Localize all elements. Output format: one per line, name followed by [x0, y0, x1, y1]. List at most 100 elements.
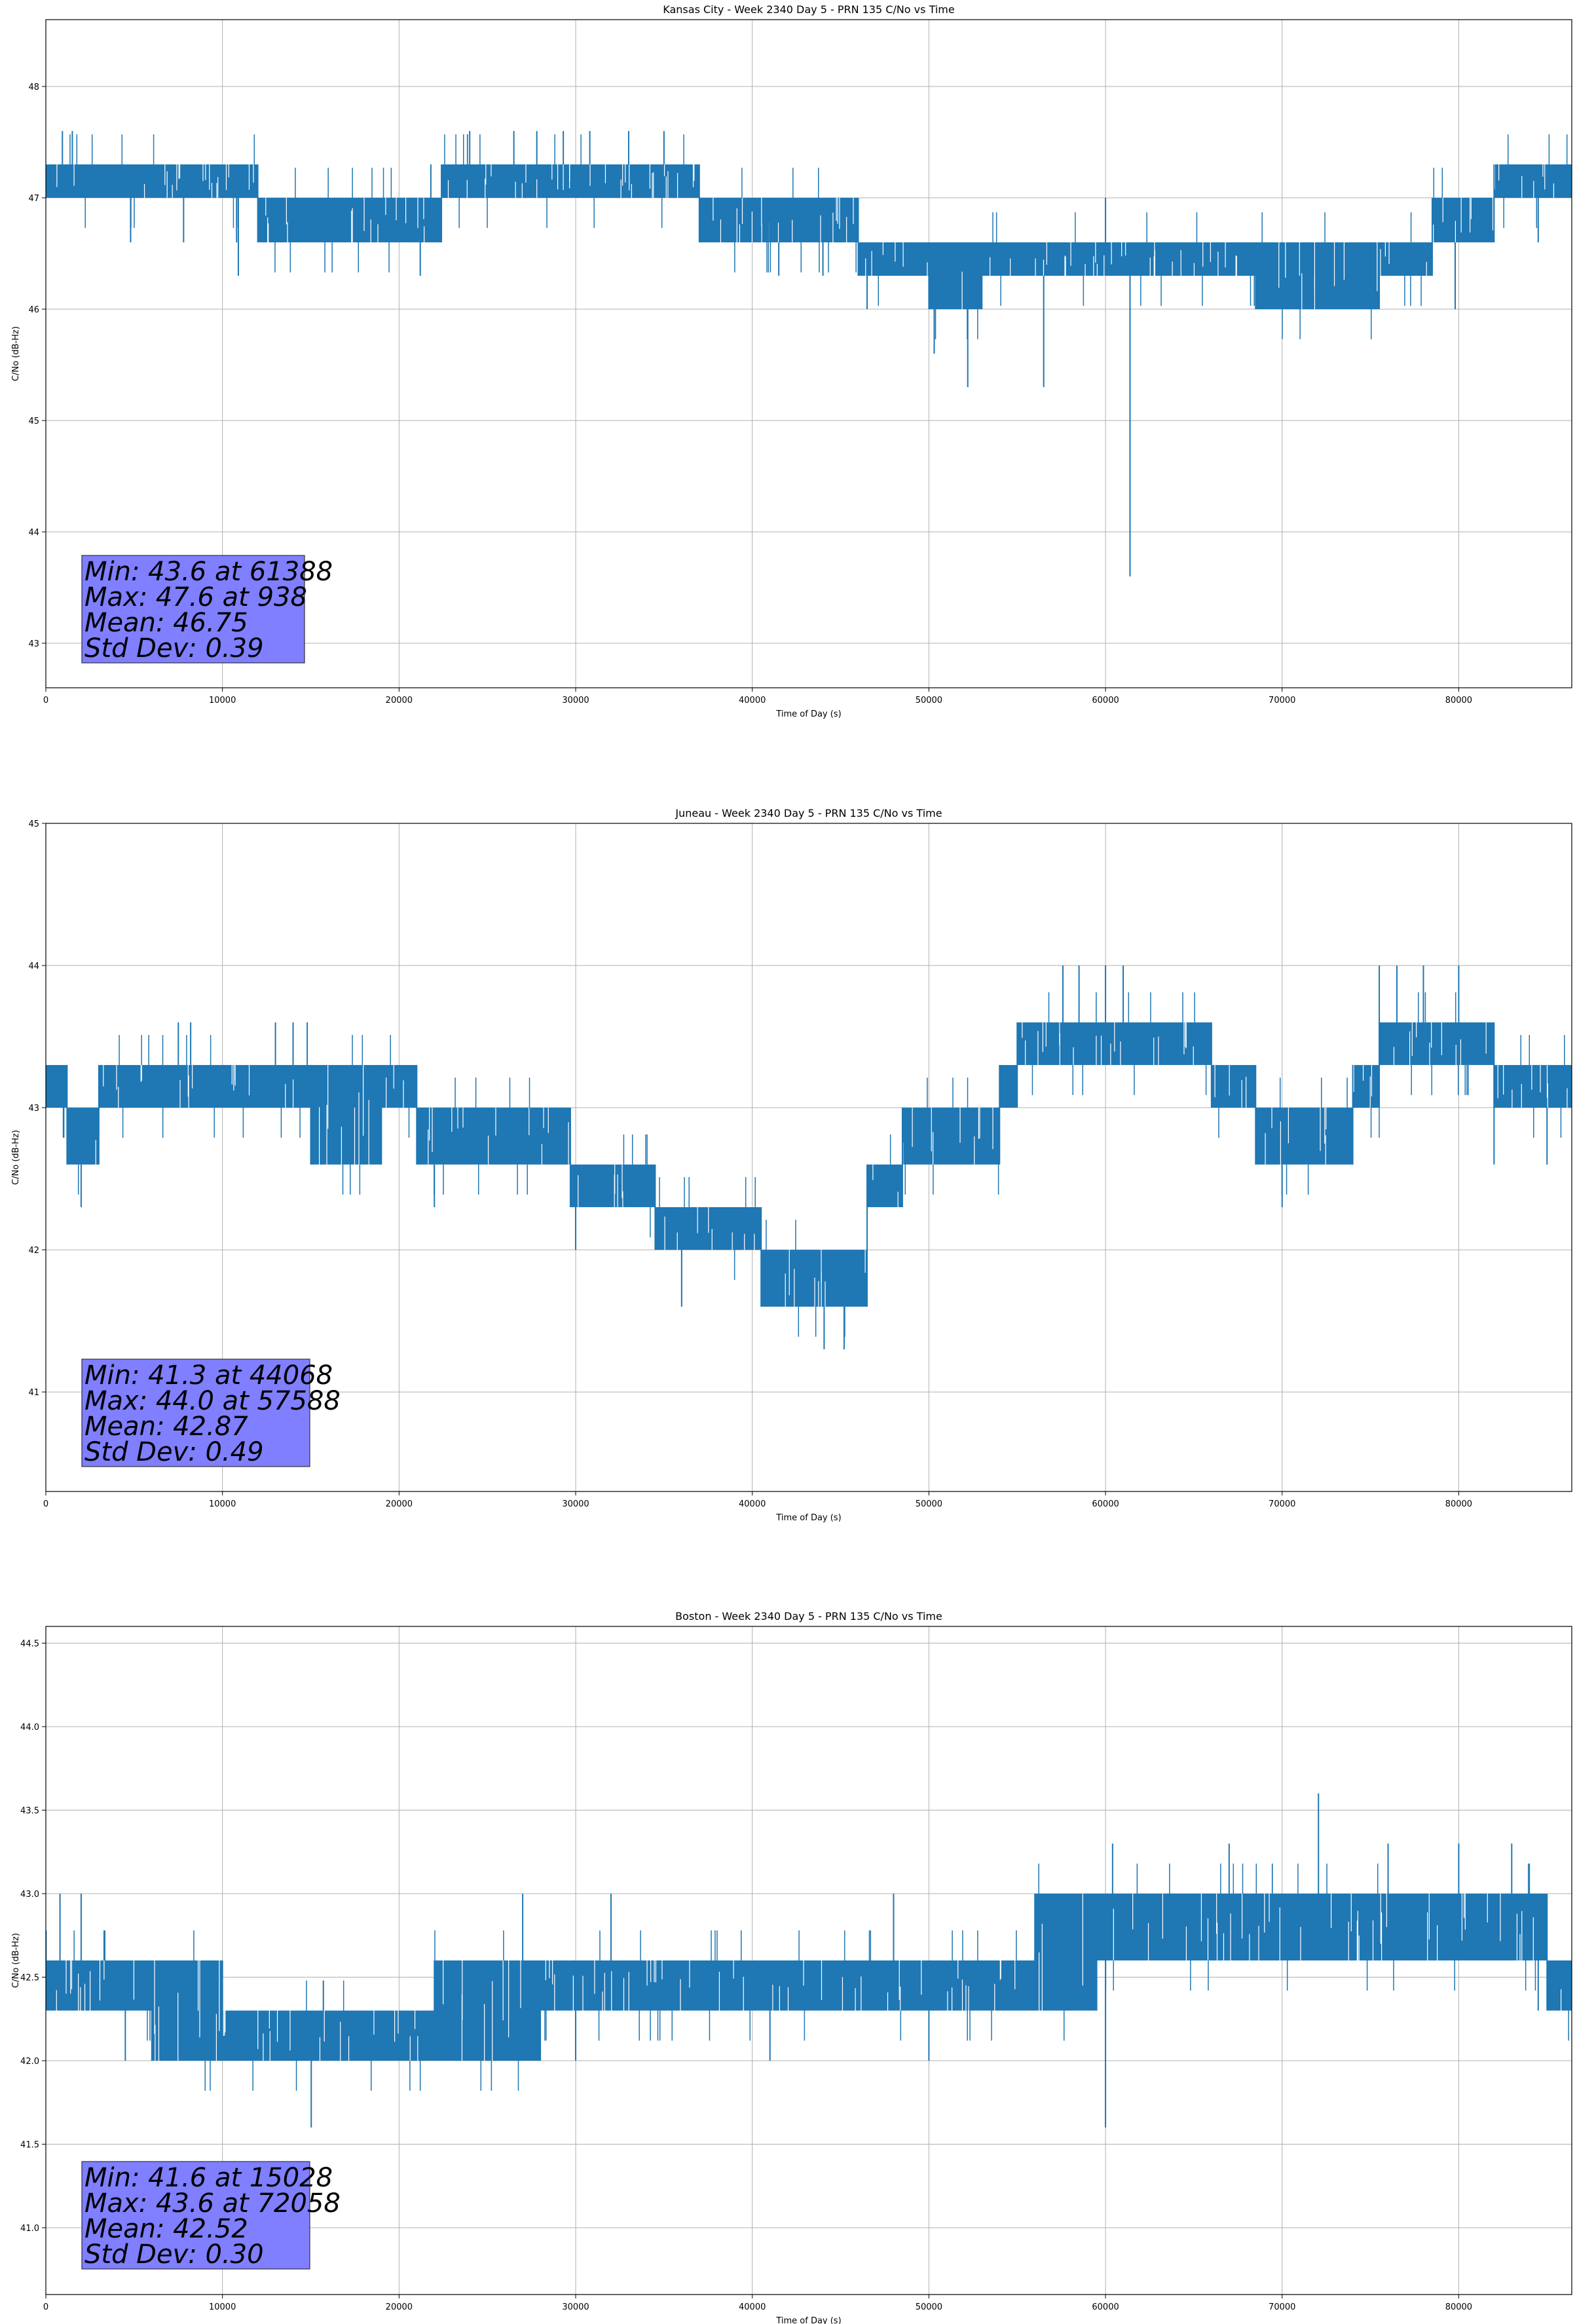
y-tick-label: 43.5 [20, 1807, 39, 1816]
x-tick-label: 30000 [562, 696, 589, 705]
chart-panel-3: Boston - Week 2340 Day 5 - PRN 135 C/No … [11, 1610, 1572, 2324]
x-tick-label: 0 [43, 1499, 48, 1509]
x-tick-label: 70000 [1269, 2302, 1295, 2312]
x-tick-label: 70000 [1269, 1499, 1295, 1509]
stats-text: Max: 43.6 at 72058 [84, 2188, 341, 2219]
x-tick-label: 20000 [386, 696, 413, 705]
signal-band [929, 242, 982, 309]
y-tick-label: 44.0 [20, 1723, 39, 1733]
signal-band [417, 1108, 570, 1165]
y-tick-label: 43.0 [20, 1890, 39, 1900]
signal-band [770, 198, 859, 242]
y-tick-label: 45 [28, 819, 39, 829]
chart-panel-2: Juneau - Week 2340 Day 5 - PRN 135 C/No … [11, 807, 1572, 1523]
y-tick-label: 44 [28, 962, 39, 971]
chart-panel-1: Kansas City - Week 2340 Day 5 - PRN 135 … [11, 3, 1572, 719]
y-axis-label: C/No (dB-Hz) [11, 1933, 21, 1988]
x-tick-label: 70000 [1269, 696, 1295, 705]
signal-band [858, 242, 929, 276]
stats-text: Std Dev: 0.39 [84, 633, 264, 664]
stats-text: Std Dev: 0.49 [84, 1437, 264, 1467]
stats-text: Max: 47.6 at 938 [84, 582, 307, 612]
x-tick-label: 60000 [1092, 1499, 1119, 1509]
signal-band [1255, 242, 1380, 309]
signal-band [441, 164, 699, 198]
signal-band [381, 1064, 417, 1108]
stats-text: Min: 41.3 at 44068 [84, 1360, 333, 1391]
x-tick-label: 40000 [739, 1499, 766, 1509]
stats-box [81, 1359, 310, 1467]
stats-text: Mean: 42.52 [84, 2214, 248, 2244]
axes-frame [45, 1626, 1572, 2295]
x-tick-label: 40000 [739, 696, 766, 705]
signal-band [1494, 164, 1572, 198]
y-tick-label: 47 [28, 194, 39, 204]
y-tick-label: 41.0 [20, 2224, 39, 2234]
stats-text: Mean: 46.75 [84, 608, 248, 638]
signal-band [1317, 1894, 1477, 1960]
axes-frame [45, 823, 1572, 1492]
signal-band [46, 164, 258, 198]
signal-band [98, 1064, 311, 1108]
x-tick-label: 30000 [562, 1499, 589, 1509]
x-tick-label: 40000 [739, 2302, 766, 2312]
signal-band [1211, 1064, 1256, 1108]
y-tick-label: 44 [28, 528, 39, 538]
x-tick-label: 0 [43, 2302, 48, 2312]
x-axis-label: Time of Day (s) [775, 709, 841, 719]
chart-title: Juneau - Week 2340 Day 5 - PRN 135 C/No … [675, 807, 942, 819]
stats-text: Min: 43.6 at 61388 [84, 557, 333, 587]
y-tick-label: 43 [28, 1104, 39, 1114]
y-tick-label: 48 [28, 83, 39, 92]
signal-band [902, 1108, 1000, 1165]
signal-band [999, 1064, 1018, 1108]
x-tick-label: 60000 [1092, 2302, 1119, 2312]
signal-band [257, 198, 442, 242]
x-axis-label: Time of Day (s) [775, 1513, 841, 1523]
signal-band [151, 1960, 223, 2061]
signal-band [1096, 1894, 1212, 1960]
y-tick-label: 43 [28, 639, 39, 649]
x-tick-label: 0 [43, 696, 48, 705]
signal-band [434, 1960, 541, 2061]
chart-title: Boston - Week 2340 Day 5 - PRN 135 C/No … [675, 1610, 942, 1622]
axes-frame [45, 19, 1572, 688]
y-axis-label: C/No (dB-Hz) [11, 1130, 21, 1185]
series-line [46, 965, 1572, 1349]
signal-band [866, 1164, 902, 1207]
stats-text: Min: 41.6 at 15028 [84, 2163, 333, 2193]
signal-band [46, 1064, 67, 1108]
stats-text: Mean: 42.87 [84, 1412, 248, 1442]
x-tick-label: 20000 [386, 2302, 413, 2312]
signal-band [1432, 198, 1494, 242]
signal-band [1035, 1894, 1097, 2011]
x-tick-label: 80000 [1445, 2302, 1472, 2312]
x-tick-label: 10000 [209, 2302, 236, 2312]
signal-band [67, 1108, 99, 1165]
y-tick-label: 41.5 [20, 2141, 39, 2150]
signal-band [1352, 1064, 1380, 1108]
x-tick-label: 80000 [1445, 696, 1472, 705]
signal-band [222, 2010, 435, 2061]
signal-band [699, 198, 770, 242]
signal-band [1476, 1894, 1548, 1960]
series-line [46, 131, 1572, 576]
signal-band [1379, 1022, 1494, 1065]
x-tick-label: 30000 [562, 2302, 589, 2312]
stats-text: Std Dev: 0.30 [84, 2240, 264, 2270]
y-tick-label: 45 [28, 417, 39, 426]
signal-band [1547, 1960, 1572, 2011]
y-tick-label: 42.0 [20, 2057, 39, 2067]
signal-band [1017, 1022, 1141, 1065]
x-tick-label: 50000 [916, 696, 942, 705]
signal-band [570, 1164, 656, 1207]
series-line [45, 1793, 1572, 2127]
stats-box [81, 555, 305, 664]
y-tick-label: 46 [28, 305, 39, 315]
y-tick-label: 44.5 [20, 1640, 39, 1649]
x-tick-label: 50000 [916, 1499, 942, 1509]
x-tick-label: 60000 [1092, 696, 1119, 705]
signal-band [46, 1960, 152, 2011]
y-axis-label: C/No (dB-Hz) [11, 326, 21, 381]
